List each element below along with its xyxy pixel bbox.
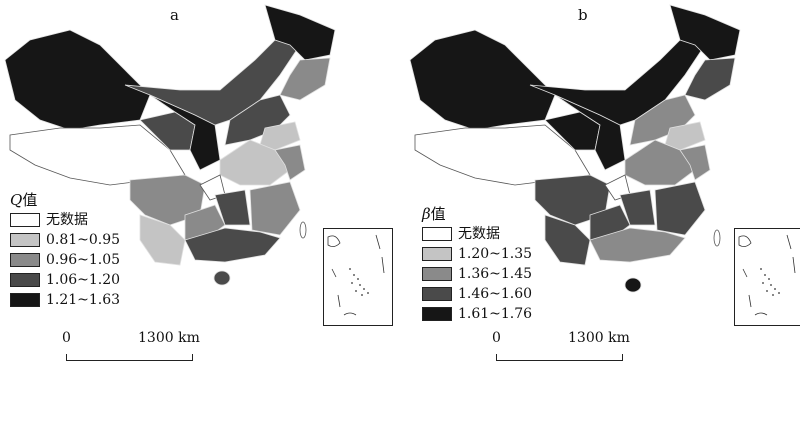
region-taiwan bbox=[299, 221, 307, 239]
legend-label: 0.96~1.05 bbox=[46, 251, 121, 268]
region-southeast bbox=[249, 181, 301, 236]
legend-swatch bbox=[10, 293, 40, 307]
legend-title: Q值 bbox=[10, 192, 120, 209]
legend-symbol: β bbox=[422, 205, 431, 223]
region-heilongjiang bbox=[669, 4, 741, 61]
legend-label: 1.21~1.63 bbox=[46, 291, 121, 308]
region-jiangsu bbox=[274, 144, 306, 181]
region-central bbox=[219, 139, 291, 186]
legend-item: 1.20~1.35 bbox=[422, 245, 532, 263]
legend-label: 1.46~1.60 bbox=[458, 285, 533, 302]
region-hunan bbox=[214, 189, 251, 226]
panel-label: a bbox=[170, 6, 179, 24]
legend: β值 无数据 1.20~1.35 1.36~1.45 1.46~1.60 1.6… bbox=[422, 206, 532, 325]
region-inner-mongolia bbox=[529, 39, 706, 126]
region-north-china bbox=[629, 94, 696, 146]
region-north-china bbox=[224, 94, 291, 146]
region-xinjiang bbox=[4, 29, 151, 131]
region-yunnan bbox=[544, 214, 591, 266]
map-panel-a: a Q值 无数据 0.81~0.95 0.96~1.05 1.06~1.20 1… bbox=[4, 4, 393, 361]
legend-suffix: 值 bbox=[430, 205, 446, 223]
legend-item: 1.46~1.60 bbox=[422, 285, 532, 303]
china-choropleth-map-a bbox=[4, 4, 336, 286]
scale-bar: 0 1300 km bbox=[490, 330, 630, 361]
region-inner-mongolia bbox=[124, 39, 301, 126]
south-china-sea-inset bbox=[323, 228, 393, 326]
region-south bbox=[589, 227, 686, 263]
scale-start-label: 0 bbox=[62, 330, 71, 346]
region-hunan bbox=[619, 189, 656, 226]
legend-suffix: 值 bbox=[22, 191, 38, 209]
legend-swatch bbox=[10, 233, 40, 247]
region-central bbox=[624, 139, 696, 186]
legend-label: 0.81~0.95 bbox=[46, 231, 121, 248]
legend-item: 0.81~0.95 bbox=[10, 231, 120, 249]
region-hainan bbox=[624, 277, 642, 293]
legend-title: β值 bbox=[422, 206, 532, 223]
legend-item: 无数据 bbox=[422, 225, 532, 243]
legend-item: 无数据 bbox=[10, 211, 120, 229]
legend-swatch bbox=[422, 287, 452, 301]
region-yunnan bbox=[139, 214, 186, 266]
legend-swatch bbox=[10, 213, 40, 227]
region-xinjiang bbox=[409, 29, 556, 131]
region-southeast bbox=[654, 181, 706, 236]
legend-label: 1.36~1.45 bbox=[458, 265, 533, 282]
legend-label: 1.06~1.20 bbox=[46, 271, 121, 288]
legend-item: 1.36~1.45 bbox=[422, 265, 532, 283]
region-south bbox=[184, 227, 281, 263]
region-northeast bbox=[684, 57, 736, 101]
legend-symbol: Q bbox=[10, 191, 23, 209]
scale-start-label: 0 bbox=[492, 330, 501, 346]
scale-end-label: 1300 km bbox=[138, 330, 200, 346]
scale-line bbox=[66, 354, 193, 361]
region-taiwan bbox=[713, 229, 721, 247]
scale-line bbox=[496, 354, 623, 361]
legend-swatch bbox=[422, 247, 452, 261]
south-china-sea-inset bbox=[734, 228, 800, 326]
legend-label: 无数据 bbox=[458, 225, 500, 242]
scale-end-label: 1300 km bbox=[568, 330, 630, 346]
legend-item: 1.61~1.76 bbox=[422, 305, 532, 323]
panel-label: b bbox=[578, 6, 588, 24]
region-shandong bbox=[664, 121, 706, 151]
legend-label: 1.61~1.76 bbox=[458, 305, 533, 322]
legend-item: 1.21~1.63 bbox=[10, 291, 120, 309]
scale-bar: 0 1300 km bbox=[60, 330, 200, 361]
region-jiangsu bbox=[679, 144, 711, 181]
legend-item: 0.96~1.05 bbox=[10, 251, 120, 269]
region-hainan bbox=[213, 270, 231, 286]
legend-item: 1.06~1.20 bbox=[10, 271, 120, 289]
china-choropleth-map-b bbox=[409, 4, 741, 293]
map-panel-b: b β值 无数据 1.20~1.35 1.36~1.45 1.46~1.60 1… bbox=[400, 0, 800, 437]
legend-swatch bbox=[422, 227, 452, 241]
inset-map bbox=[327, 234, 385, 316]
legend-swatch bbox=[10, 273, 40, 287]
legend-label: 无数据 bbox=[46, 211, 88, 228]
legend-label: 1.20~1.35 bbox=[458, 245, 533, 262]
legend-swatch bbox=[422, 307, 452, 321]
region-heilongjiang bbox=[264, 4, 336, 61]
region-shandong bbox=[259, 121, 301, 151]
legend-swatch bbox=[10, 253, 40, 267]
legend-swatch bbox=[422, 267, 452, 281]
legend: Q值 无数据 0.81~0.95 0.96~1.05 1.06~1.20 1.2… bbox=[10, 192, 120, 311]
region-northeast bbox=[279, 57, 331, 101]
inset-map bbox=[738, 234, 796, 316]
